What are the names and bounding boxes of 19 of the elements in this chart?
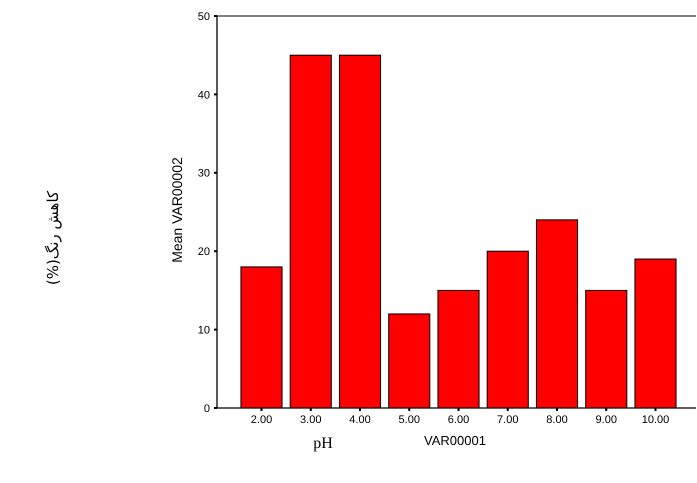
text: کاهش رنگ(%) bbox=[44, 190, 62, 286]
x-tick-label: 2.00 bbox=[250, 414, 272, 426]
x-tick-label: 7.00 bbox=[497, 414, 518, 426]
x-tick-label: 10.00 bbox=[642, 414, 670, 426]
x-tick-label: 3.00 bbox=[300, 414, 322, 426]
y-tick-label: 40 bbox=[198, 89, 210, 102]
x-axis-title: VAR00001 bbox=[424, 433, 486, 448]
x-tick-label: 6.00 bbox=[448, 414, 470, 426]
x-tick-label: 8.00 bbox=[546, 414, 568, 426]
y-axis-title: Mean VAR00002 bbox=[169, 156, 185, 263]
y-tick-label: 0 bbox=[204, 402, 210, 415]
y-tick-label: 50 bbox=[198, 10, 210, 23]
y-tick-label: 20 bbox=[198, 246, 210, 258]
y-tick-label: 30 bbox=[198, 168, 210, 180]
text: pH bbox=[313, 435, 334, 452]
x-tick-label: 9.00 bbox=[596, 414, 617, 426]
y-tick-label: 10 bbox=[198, 324, 210, 336]
x-tick-label: 5.00 bbox=[398, 414, 420, 426]
x-tick-label: 4.00 bbox=[349, 414, 371, 426]
